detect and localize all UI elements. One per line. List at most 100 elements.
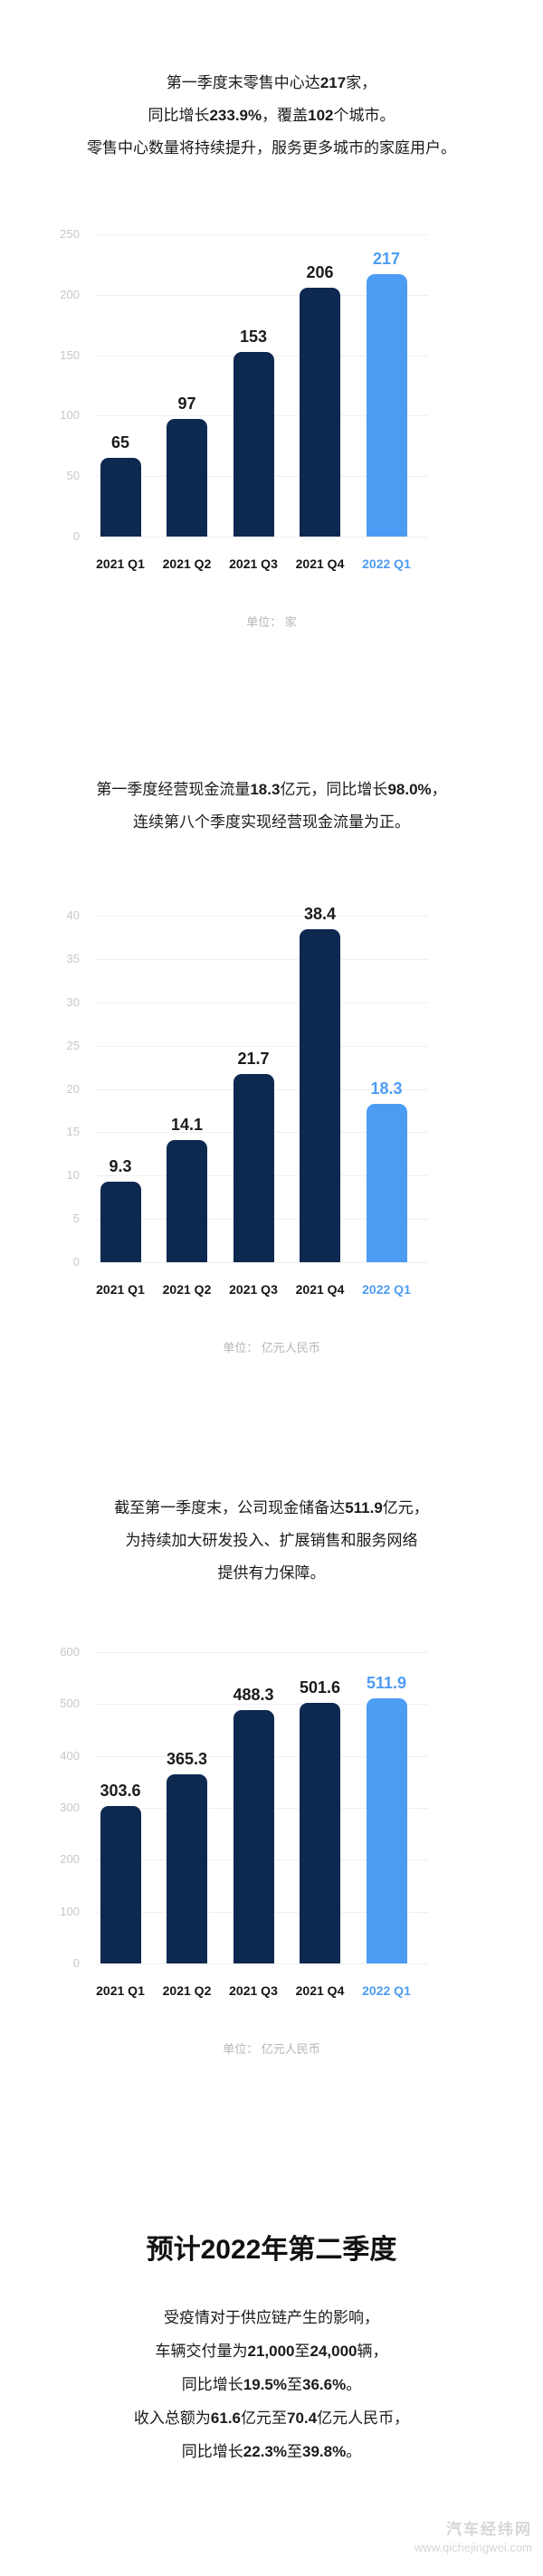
- bar-2022-q1: [366, 1697, 407, 1963]
- y-axis-tick-label: 200: [60, 1852, 80, 1867]
- bar-2021-q1: [100, 1805, 141, 1963]
- bar-2021-q2: [167, 419, 207, 537]
- watermark-site-url: www.qichejingwei.com: [414, 2541, 532, 2554]
- text-segment: ，: [431, 781, 447, 798]
- bar-value-label: 9.3: [109, 1156, 132, 1175]
- text-segment: 收入总额为: [133, 2410, 211, 2427]
- highlight-number: 24,000: [310, 2343, 357, 2360]
- bar-2021-q2: [167, 1139, 207, 1262]
- bar-value-label: 303.6: [100, 1781, 141, 1800]
- bar-value-label: 65: [110, 433, 130, 452]
- highlight-number: 70.4: [287, 2410, 318, 2427]
- text-segment: 亿元，: [382, 1499, 429, 1516]
- chart-unit-label: 单位： 亿元人民币: [223, 2042, 320, 2056]
- text-line: 第一季度经营现金流量18.3亿元，同比增长98.0%，: [0, 774, 543, 806]
- gridline: [95, 1045, 428, 1047]
- x-axis-category-label: 2021 Q1: [96, 1983, 145, 1998]
- text-line: 连续第八个季度实现经营现金流量为正。: [0, 806, 543, 839]
- bar-2021-q3: [233, 1074, 274, 1262]
- gridline: [95, 234, 428, 235]
- highlight-number: 61.6: [210, 2410, 241, 2427]
- bar-value-label: 21.7: [237, 1050, 270, 1069]
- highlight-number: 98.0%: [387, 781, 432, 798]
- text-segment: 亿元至: [241, 2410, 287, 2427]
- bar-value-label: 18.3: [370, 1079, 403, 1098]
- text-segment: 亿元，同比增长: [280, 781, 388, 798]
- x-axis-category-label: 2021 Q4: [295, 556, 345, 571]
- highlight-number: 22.3%: [243, 2443, 287, 2460]
- text-segment: 第一季度经营现金流量: [96, 781, 251, 798]
- x-axis-category-label: 2021 Q2: [162, 1983, 212, 1998]
- x-axis-category-label: 2022 Q1: [362, 1282, 411, 1297]
- text-segment: 提供有力保障。: [217, 1564, 326, 1582]
- text-segment: 第一季度末零售中心达: [166, 74, 320, 91]
- text-line: 为持续加大研发投入、扩展销售和服务网络: [0, 1525, 543, 1557]
- bar-value-label: 97: [177, 394, 196, 413]
- text-segment: 同比增长: [181, 2376, 243, 2393]
- y-axis-tick-label: 0: [72, 1255, 80, 1269]
- bar-value-label: 217: [372, 250, 401, 269]
- text-segment: 零售中心数量将持续提升，服务更多城市的家庭用户。: [87, 139, 456, 157]
- bar-value-label: 153: [239, 327, 268, 346]
- y-axis-tick-label: 400: [60, 1748, 80, 1763]
- text-segment: ，覆盖: [262, 107, 309, 124]
- y-axis-tick-label: 100: [60, 1904, 80, 1918]
- gridline: [95, 1963, 428, 1964]
- bar-2021-q1: [100, 1181, 141, 1262]
- text-line: 受疫情对于供应链产生的影响，: [0, 2301, 543, 2334]
- gridline: [95, 1652, 428, 1653]
- text-line: 第一季度末零售中心达217家，: [0, 67, 543, 100]
- operating-cashflow-bar-chart: 0 5 10 15 20 25 30 35 40 9.3 2021 Q1 14.1 2021 Q2 21.…: [0, 905, 543, 1366]
- y-axis-tick-label: 5: [72, 1212, 80, 1226]
- text-segment: 为持续加大研发投入、扩展销售和服务网络: [125, 1532, 418, 1549]
- y-axis-tick-label: 20: [66, 1081, 80, 1096]
- x-axis-category-label: 2021 Q1: [96, 1282, 145, 1297]
- cash-reserve-summary-text: 截至第一季度末，公司现金储备达511.9亿元， 为持续加大研发投入、扩展销售和服务…: [0, 1492, 543, 1590]
- watermark: 汽车经纬网 www.qichejingwei.com: [414, 2521, 532, 2557]
- y-axis-tick-label: 250: [60, 227, 80, 241]
- text-segment: 至: [294, 2343, 310, 2360]
- text-line: 收入总额为61.6亿元至70.4亿元人民币，: [0, 2401, 543, 2435]
- x-axis-category-label: 2021 Q3: [229, 556, 278, 571]
- bar-value-label: 511.9: [366, 1673, 407, 1692]
- forecast-section-title: 预计2022年第二季度: [146, 2235, 397, 2265]
- chart-unit-label: 单位： 亿元人民币: [223, 1341, 320, 1355]
- gridline: [95, 294, 428, 296]
- y-axis-tick-label: 40: [66, 908, 80, 922]
- y-axis-tick-label: 10: [66, 1168, 80, 1183]
- chart-unit-label: 单位： 家: [246, 615, 297, 629]
- bar-value-label: 38.4: [303, 905, 337, 924]
- text-line: 同比增长22.3%至39.8%。: [0, 2435, 543, 2468]
- text-segment: 截至第一季度末，公司现金储备达: [114, 1499, 346, 1516]
- bar-value-label: 14.1: [170, 1115, 204, 1134]
- highlight-number: 19.5%: [243, 2376, 287, 2393]
- highlight-number: 511.9: [345, 1499, 383, 1516]
- x-axis-category-label: 2021 Q2: [162, 1282, 212, 1297]
- y-axis-tick-label: 25: [66, 1038, 80, 1052]
- text-segment: 受疫情对于供应链产生的影响，: [164, 2309, 379, 2326]
- text-segment: 。: [346, 2443, 362, 2460]
- forecast-details-text: 受疫情对于供应链产生的影响， 车辆交付量为21,000至24,000辆， 同比增长1…: [0, 2301, 543, 2468]
- bar-2022-q1: [366, 274, 407, 537]
- y-axis-tick-label: 35: [66, 951, 80, 965]
- y-axis-tick-label: 200: [60, 287, 80, 301]
- y-axis-tick-label: 15: [66, 1125, 80, 1139]
- x-axis-category-label: 2021 Q3: [229, 1983, 278, 1998]
- y-axis-tick-label: 50: [66, 469, 80, 483]
- bar-2021-q4: [300, 929, 340, 1262]
- text-line: 零售中心数量将持续提升，服务更多城市的家庭用户。: [0, 132, 543, 165]
- text-line: 提供有力保障。: [0, 1557, 543, 1590]
- text-segment: 至: [287, 2443, 302, 2460]
- text-line: 截至第一季度末，公司现金储备达511.9亿元，: [0, 1492, 543, 1525]
- text-segment: 个城市。: [333, 107, 395, 124]
- highlight-number: 233.9%: [209, 107, 262, 124]
- text-segment: 车辆交付量为: [155, 2343, 248, 2360]
- text-line: 同比增长233.9%，覆盖102个城市。: [0, 100, 543, 132]
- bar-2021-q2: [167, 1773, 207, 1963]
- bar-2021-q4: [300, 1703, 340, 1963]
- x-axis-category-label: 2022 Q1: [362, 1983, 411, 1998]
- bar-value-label: 206: [306, 262, 334, 281]
- gridline: [95, 1704, 428, 1706]
- y-axis-tick-label: 150: [60, 347, 80, 362]
